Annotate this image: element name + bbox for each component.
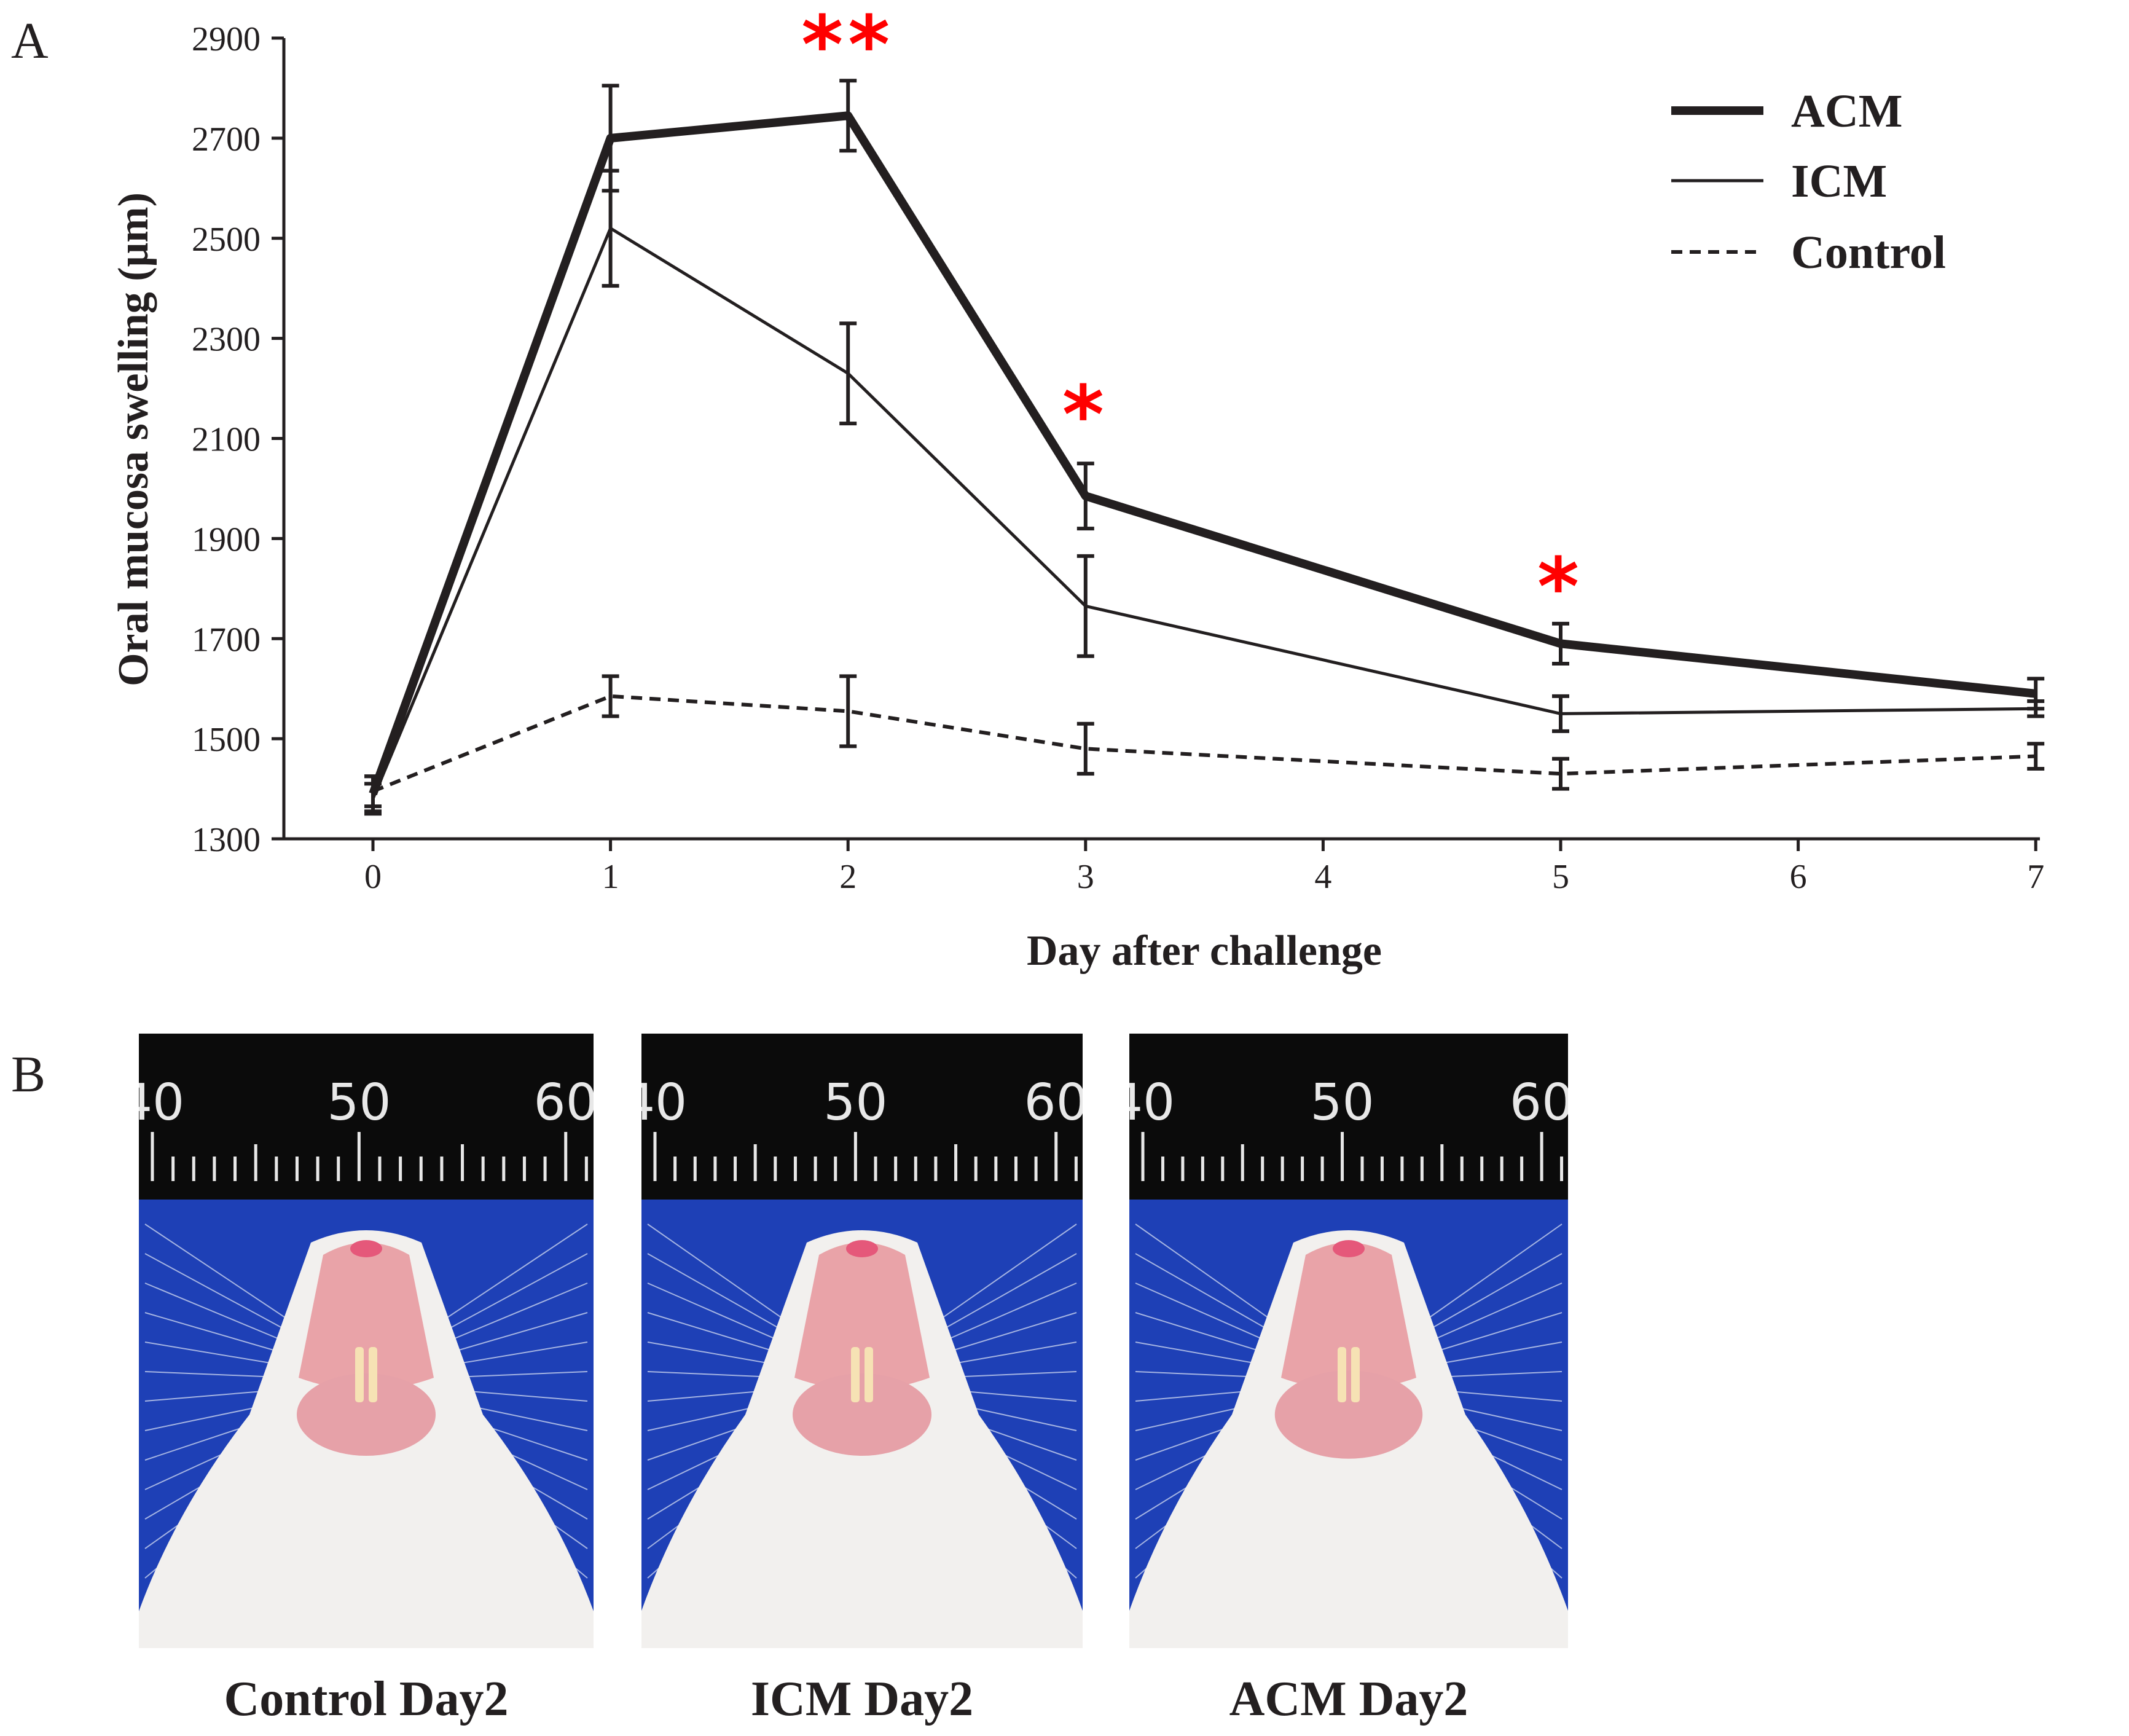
y-tick-label: 2500 [192,221,261,259]
x-tick-label: 5 [1552,858,1569,896]
error-bar-icm-day2 [839,321,857,426]
error-bar-acm-day3 [1076,461,1094,531]
x-tick-label: 2 [839,858,857,896]
error-bar-control-day2 [839,674,857,748]
significance-marker-day3: * [1062,368,1109,461]
y-tick-label: 2100 [192,421,261,459]
error-bar-control-day0 [364,774,382,809]
error-bar-acm-day5 [1552,621,1569,666]
ruler-label: 50 [327,1074,391,1132]
x-tick-label: 3 [1077,858,1094,896]
error-bar-control-day7 [2027,742,2045,771]
rat-tooth [1351,1347,1360,1402]
ruler-label: 60 [534,1074,594,1132]
panel-label-b: B [11,1046,46,1103]
ruler-label: 40 [139,1074,184,1132]
ruler-label: 60 [1024,1074,1083,1132]
line-chart: 1300 1500 1700 1900 2100 2300 2500 2700 2900 0 1 2 3… [110,0,2045,975]
error-bar-icm-day1 [602,168,619,288]
rat-nose [846,1240,878,1257]
error-bar-icm-day7 [2027,699,2045,718]
rat-nose [350,1240,382,1257]
y-tick-label: 1700 [192,621,261,659]
photo-control-day2: 40 50 60 [139,1034,594,1648]
rat-mouth [1274,1370,1423,1459]
rat-tooth [355,1347,364,1402]
x-tick-label: 7 [2027,858,2044,896]
photo-icm-day2: 40 50 60 [641,1034,1083,1648]
ruler-label: 60 [1510,1074,1568,1132]
y-tick-label: 2700 [192,120,261,159]
error-bar-control-day3 [1076,721,1094,776]
photo-acm-day2: 40 50 60 [1129,1034,1568,1648]
error-bar-control-day5 [1552,756,1569,791]
x-tick-label: 6 [1790,858,1807,896]
x-tick-label: 4 [1314,858,1331,896]
error-bar-icm-day3 [1076,554,1094,658]
x-tick-label: 1 [602,858,619,896]
photo-caption-control: Control Day2 [224,1672,509,1726]
photo-caption-icm: ICM Day2 [750,1672,974,1726]
significance-marker-day2: ** [801,0,895,92]
ruler-label: 50 [823,1074,887,1132]
rat-tooth [865,1347,873,1402]
series-line-acm [369,111,2036,796]
rat-mouth [297,1373,436,1456]
panel-label-a: A [11,12,49,69]
y-tick-label: 1900 [192,520,261,559]
series-line-control [372,694,2036,793]
legend-label-acm: ACM [1791,85,1903,137]
rat-tooth [369,1347,377,1402]
ruler-label: 50 [1310,1074,1374,1132]
photo-caption-acm: ACM Day2 [1229,1672,1468,1726]
error-bar-control-day1 [602,674,619,718]
error-bar-acm-day2 [839,79,857,153]
ruler-label: 40 [641,1074,687,1132]
y-tick-label: 2900 [192,20,261,58]
y-tick-label: 2300 [192,321,261,359]
x-axis-label: Day after challenge [1027,927,1382,975]
ruler-label: 40 [1129,1074,1175,1132]
y-tick-label: 1500 [192,721,261,759]
series-line-icm [371,226,2036,799]
legend-label-control: Control [1791,227,1946,278]
rat-nose [1333,1240,1365,1257]
rat-tooth [1338,1347,1346,1402]
y-tick-label: 1300 [192,821,261,859]
rat-tooth [851,1347,860,1402]
y-axis-label: Oral mucosa swelling (μm) [110,192,157,686]
legend-label-icm: ICM [1791,155,1887,207]
rat-mouth [793,1373,931,1456]
x-tick-label: 0 [364,858,382,896]
error-bar-icm-day5 [1552,694,1569,733]
significance-marker-day5: * [1537,540,1584,634]
